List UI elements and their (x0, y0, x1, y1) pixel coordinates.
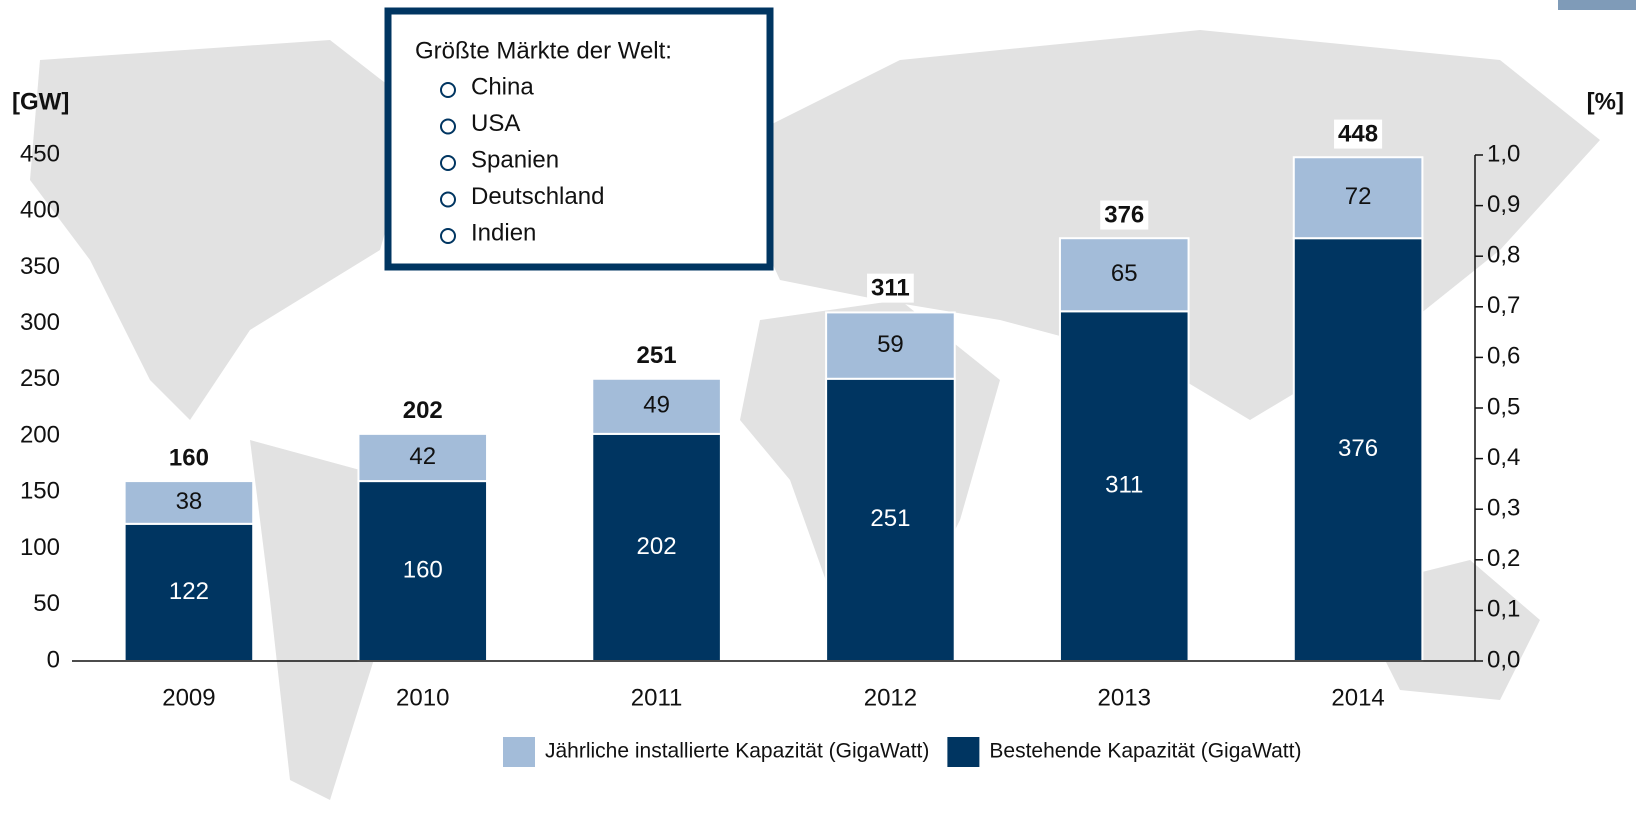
y2-tick-label: 0,3 (1487, 495, 1520, 522)
x-tick-label: 2009 (162, 684, 215, 711)
value-label: 376 (1338, 435, 1378, 462)
annotation-item: Indien (471, 219, 536, 246)
total-label: 202 (403, 397, 443, 424)
y-axis-title: [GW] (12, 88, 69, 115)
annotation-item: China (471, 73, 534, 100)
value-label: 251 (870, 505, 910, 532)
y2-axis-title: [%] (1587, 88, 1624, 115)
y-tick-label: 50 (33, 590, 60, 617)
value-label: 202 (637, 533, 677, 560)
x-tick-label: 2011 (631, 684, 683, 711)
legend-label: Jährliche installierte Kapazität (GigaWa… (545, 740, 929, 763)
y-tick-label: 0 (47, 646, 60, 673)
x-tick-label: 2013 (1098, 684, 1151, 711)
total-label: 251 (637, 342, 677, 369)
y-tick-label: 300 (20, 309, 60, 336)
annotation-item: USA (471, 110, 520, 137)
y2-tick-label: 0,0 (1487, 646, 1520, 673)
value-label: 49 (643, 392, 670, 419)
corner-image (1558, 0, 1636, 10)
x-tick-label: 2014 (1331, 684, 1384, 711)
value-label: 65 (1111, 260, 1138, 287)
y-tick-label: 250 (20, 365, 60, 392)
annotation-item: Deutschland (471, 183, 604, 210)
legend-label: Bestehende Kapazität (GigaWatt) (989, 740, 1301, 763)
total-label: 311 (871, 275, 910, 302)
y-tick-label: 100 (20, 534, 60, 561)
annotation-item: Spanien (471, 146, 559, 173)
y2-tick-label: 0,7 (1487, 292, 1520, 319)
y-tick-label: 450 (20, 140, 60, 167)
y-tick-label: 200 (20, 421, 60, 448)
total-label: 376 (1104, 202, 1144, 229)
value-label: 38 (176, 488, 203, 515)
annotation-box: Größte Märkte der Welt: China USA Spanien D… (388, 11, 770, 267)
value-label: 311 (1105, 471, 1143, 498)
y2-tick-label: 0,8 (1487, 242, 1520, 269)
x-tick-label: 2012 (864, 684, 917, 711)
y-tick-label: 150 (20, 478, 60, 505)
total-label: 160 (169, 444, 209, 471)
x-tick-label: 2010 (396, 684, 449, 711)
value-label: 72 (1345, 183, 1372, 210)
y-tick-label: 350 (20, 253, 60, 280)
page: [GW] [%] 0 50 100 150 200 250 300 350 400 450 0,0 0,1… (0, 0, 1636, 837)
value-label: 42 (409, 443, 436, 470)
total-label: 448 (1338, 121, 1378, 148)
value-label: 59 (877, 331, 904, 358)
y2-tick-label: 1,0 (1487, 140, 1520, 167)
legend-swatch (503, 737, 535, 767)
y2-tick-label: 0,9 (1487, 191, 1520, 218)
value-label: 160 (403, 556, 443, 583)
annotation-title: Größte Märkte der Welt: (415, 37, 672, 64)
y2-tick-label: 0,2 (1487, 545, 1520, 572)
y-tick-label: 400 (20, 197, 60, 224)
y2-tick-label: 0,5 (1487, 393, 1520, 420)
y2-tick-label: 0,1 (1487, 596, 1520, 623)
y2-tick-label: 0,4 (1487, 444, 1520, 471)
legend-swatch (947, 737, 979, 767)
chart: [GW] [%] 0 50 100 150 200 250 300 350 400 450 0,0 0,1… (0, 0, 1636, 837)
y2-tick-label: 0,6 (1487, 343, 1520, 370)
value-label: 122 (169, 578, 209, 605)
